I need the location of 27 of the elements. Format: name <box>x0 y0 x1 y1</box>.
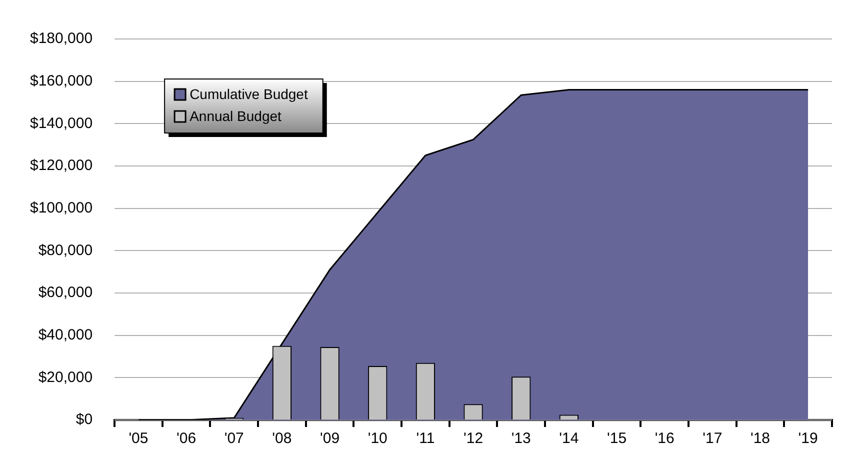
x-tick-label: '07 <box>224 430 244 448</box>
y-tick-label: $40,000 <box>38 326 93 344</box>
x-tick-label: '19 <box>798 430 818 448</box>
legend-label: Annual Budget <box>190 108 282 124</box>
legend-label: Cumulative Budget <box>190 86 308 102</box>
y-tick-label: $140,000 <box>30 114 93 132</box>
y-tick-label: $180,000 <box>30 30 93 48</box>
x-tick-label: '05 <box>128 430 148 448</box>
x-tick-label: '18 <box>750 430 770 448</box>
x-tick-label: '06 <box>176 430 196 448</box>
y-tick-label: $100,000 <box>30 199 93 216</box>
y-tick-label: $80,000 <box>38 242 93 259</box>
y-tick-label: $160,000 <box>30 72 93 90</box>
x-tick-label: '15 <box>606 430 627 448</box>
x-tick-label: '13 <box>511 430 531 448</box>
x-tick-label: '09 <box>320 430 340 448</box>
y-tick-label: $0 <box>76 411 93 428</box>
x-tick-label: '14 <box>559 430 579 448</box>
x-tick-label: '08 <box>272 430 292 448</box>
y-tick-label: $20,000 <box>38 368 93 386</box>
y-tick-label: $120,000 <box>30 157 93 174</box>
x-tick-label: '12 <box>464 430 484 448</box>
x-tick-label: '10 <box>368 430 388 448</box>
x-tick-label: '17 <box>702 430 722 448</box>
y-tick-label: $60,000 <box>38 284 93 302</box>
x-tick-label: '11 <box>416 430 435 448</box>
x-tick-label: '16 <box>654 430 674 448</box>
